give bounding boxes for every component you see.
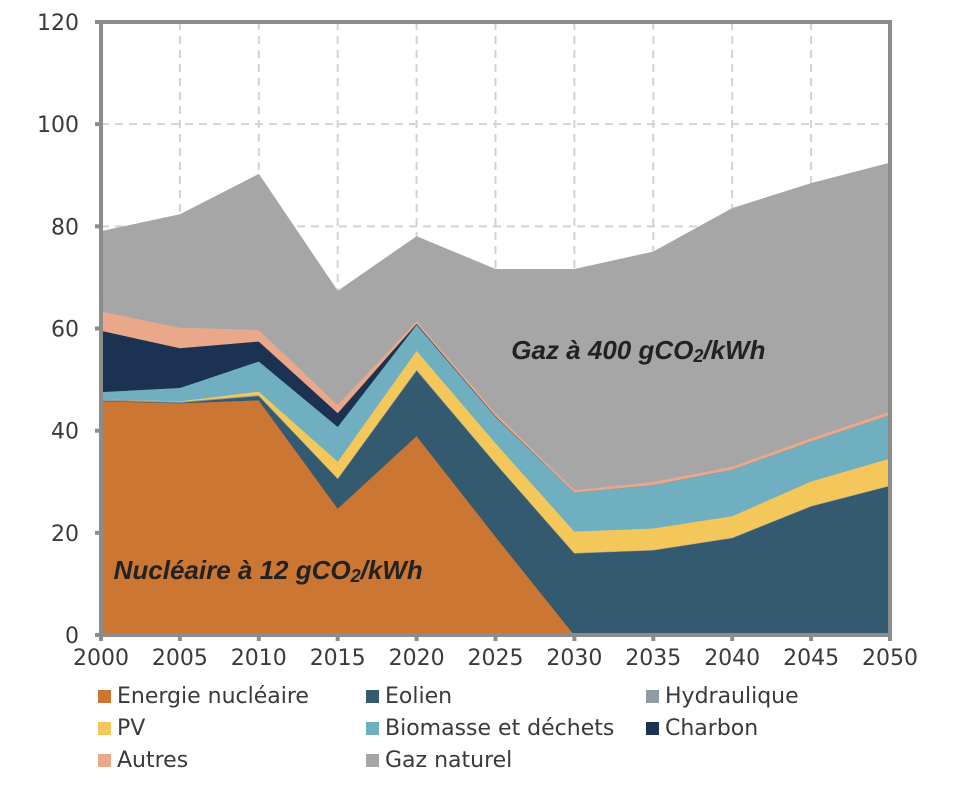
y-tick-label: 40 [51, 420, 79, 445]
x-tick-label: 2025 [468, 646, 524, 671]
nuclear-annotation: Nucléaire à 12 gCO2/kWh [114, 555, 423, 586]
legend-item: Hydraulique [646, 684, 799, 709]
legend-label: Energie nucléaire [117, 684, 309, 709]
legend-swatch [366, 722, 379, 735]
x-tick-label: 2045 [783, 646, 839, 671]
legend-item: Charbon [646, 716, 758, 741]
x-tick-label: 2015 [310, 646, 366, 671]
x-tick-label: 2050 [862, 646, 918, 671]
y-tick-label: 80 [51, 215, 79, 240]
x-tick-label: 2040 [704, 646, 760, 671]
area-series [100, 162, 891, 636]
x-tick-label: 2030 [546, 646, 602, 671]
legend-label: Hydraulique [665, 684, 799, 709]
x-tick-label: 2000 [73, 646, 129, 671]
axes [95, 20, 892, 641]
y-tick-label: 100 [37, 113, 79, 138]
legend-swatch [366, 690, 379, 703]
legend-item: Biomasse et déchets [366, 716, 614, 741]
legend-label: Gaz naturel [385, 748, 513, 773]
legend-item: Autres [98, 748, 188, 773]
legend-item: Eolien [366, 684, 452, 709]
legend-item: Energie nucléaire [98, 684, 309, 709]
x-tick-label: 2005 [152, 646, 208, 671]
legend-swatch [646, 722, 659, 735]
legend-label: Biomasse et déchets [385, 716, 615, 741]
legend-label: Charbon [665, 716, 759, 741]
x-tick-label: 2035 [625, 646, 681, 671]
legend-swatch [98, 690, 111, 703]
legend-swatch [98, 722, 111, 735]
legend-swatch [646, 690, 659, 703]
y-tick-label: 0 [65, 624, 79, 649]
y-tick-label: 120 [37, 11, 79, 36]
legend-item: PV [98, 716, 145, 741]
legend-label: PV [117, 716, 146, 741]
y-tick-label: 20 [51, 522, 79, 547]
legend-swatch [98, 754, 111, 767]
y-tick-label: 60 [51, 318, 79, 343]
x-tick-label: 2020 [389, 646, 445, 671]
legend-swatch [366, 754, 379, 767]
legend-label: Autres [117, 748, 189, 773]
gas-annotation: Gaz à 400 gCO2/kWh [511, 335, 765, 366]
legend-label: Eolien [385, 684, 453, 709]
annotations: Gaz à 400 gCO2/kWh Nucléaire à 12 gCO2/kW… [114, 335, 766, 586]
x-tick-label: 2010 [231, 646, 287, 671]
legend-item: Gaz naturel [366, 748, 512, 773]
